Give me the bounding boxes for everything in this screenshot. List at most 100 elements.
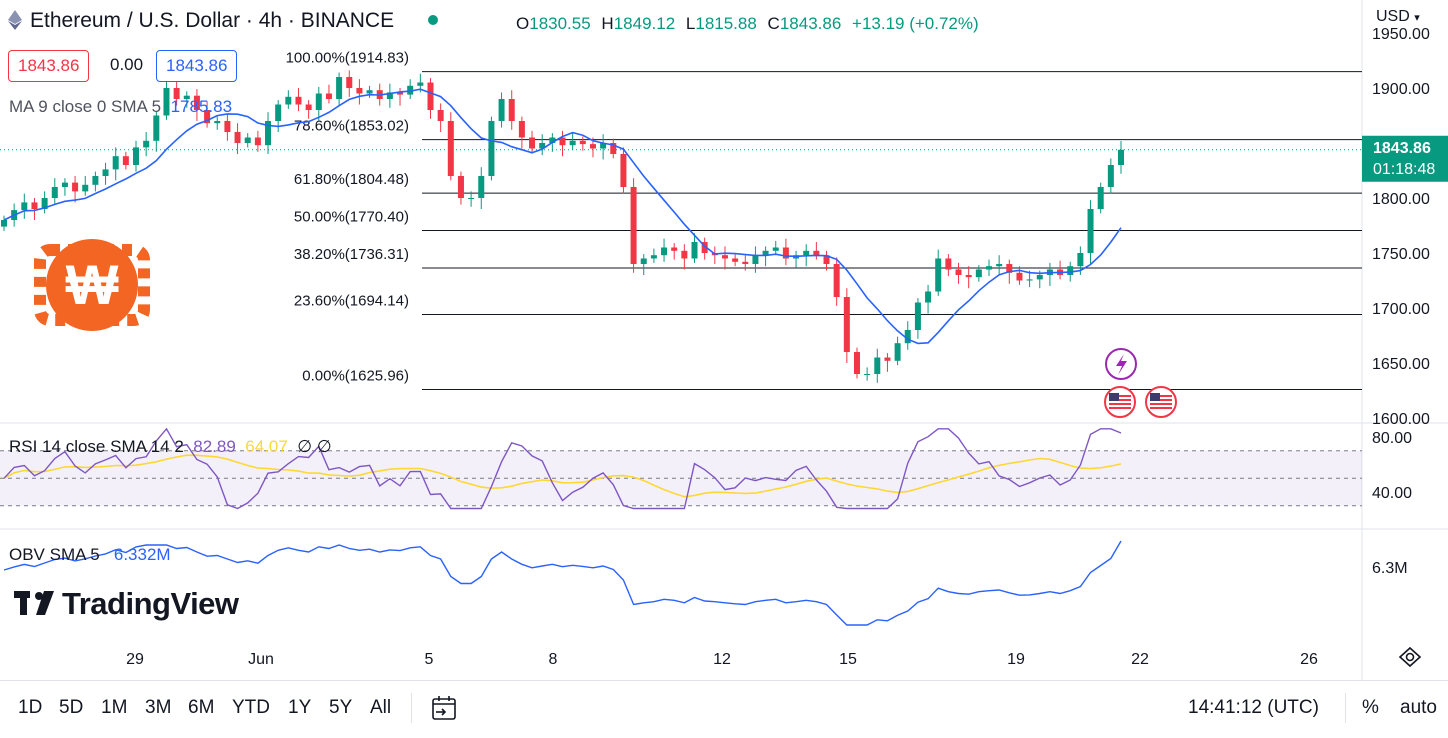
candle-body bbox=[173, 88, 180, 99]
obv-legend[interactable]: OBV SMA 5 6.332M bbox=[9, 545, 171, 564]
candle-body bbox=[975, 269, 982, 278]
candle-body bbox=[437, 110, 444, 121]
range-5y[interactable]: 5Y bbox=[329, 697, 353, 718]
candle-body bbox=[1097, 187, 1104, 209]
candle-body bbox=[407, 85, 414, 95]
candle-body bbox=[539, 143, 546, 149]
range-1y[interactable]: 1Y bbox=[288, 697, 312, 718]
candle-body bbox=[102, 169, 109, 176]
range-1m[interactable]: 1M bbox=[101, 697, 128, 718]
auto-scale-toggle[interactable]: auto bbox=[1400, 697, 1437, 718]
candle-body bbox=[874, 357, 881, 374]
buy-price-box[interactable]: 1843.86 bbox=[156, 50, 238, 82]
candle-body bbox=[945, 258, 952, 270]
candle-body bbox=[650, 255, 657, 259]
flag-stripe bbox=[1109, 399, 1131, 401]
candle-body bbox=[92, 176, 99, 185]
obv-axis-label: 6.3M bbox=[1372, 560, 1408, 577]
candle-body bbox=[254, 137, 261, 146]
flag-stripe bbox=[1109, 395, 1131, 397]
price-axis-label: 1650.00 bbox=[1372, 356, 1430, 373]
candle-body bbox=[1107, 165, 1114, 187]
range-ytd[interactable]: YTD bbox=[232, 697, 270, 718]
candle-body bbox=[305, 104, 312, 110]
percent-scale-toggle[interactable]: % bbox=[1362, 697, 1379, 718]
candle-body bbox=[122, 156, 129, 165]
candle-body bbox=[772, 247, 779, 251]
candle-body bbox=[691, 242, 698, 259]
candle-body bbox=[234, 132, 241, 143]
obv-line bbox=[3, 540, 1122, 626]
range-1d[interactable]: 1D bbox=[18, 697, 43, 718]
tradingview-logo: TradingView bbox=[14, 586, 239, 622]
goto-date-icon[interactable] bbox=[430, 694, 460, 730]
range-3m[interactable]: 3M bbox=[145, 697, 172, 718]
flag-circle bbox=[1104, 386, 1136, 418]
candle-body bbox=[833, 264, 840, 297]
rsi-legend[interactable]: RSI 14 close SMA 14 2 82.89 64.07 ∅ ∅ bbox=[9, 437, 332, 456]
range-5d[interactable]: 5D bbox=[59, 697, 84, 718]
currency-selector[interactable]: USD ▾ bbox=[1376, 8, 1420, 25]
candle-body bbox=[559, 137, 566, 146]
candle-body bbox=[193, 95, 200, 110]
candle-body bbox=[163, 88, 170, 116]
ma-legend[interactable]: MA 9 close 0 SMA 5 1785.83 bbox=[9, 97, 233, 116]
candle-body bbox=[894, 343, 901, 361]
candle-body bbox=[1077, 253, 1084, 267]
candle-body bbox=[427, 82, 434, 110]
us-flag-event-icon bbox=[1145, 386, 1177, 418]
divider bbox=[1345, 693, 1346, 723]
candle-body bbox=[935, 258, 942, 292]
candle-body bbox=[925, 291, 932, 303]
candle-body bbox=[285, 96, 292, 105]
ethereum-icon bbox=[8, 10, 22, 30]
price-axis-label: 1700.00 bbox=[1372, 301, 1430, 318]
candle-body bbox=[112, 156, 119, 170]
coin-circle bbox=[46, 239, 138, 331]
candle-body bbox=[529, 137, 536, 149]
fib-level-label: 100.00%(1914.83) bbox=[286, 50, 409, 67]
symbol-title[interactable]: Ethereum / U.S. Dollar · 4h · BINANCE bbox=[8, 9, 448, 33]
price-axis-label: 1750.00 bbox=[1372, 246, 1430, 263]
lightning-event-icon bbox=[1105, 348, 1137, 380]
candle-body bbox=[985, 266, 992, 270]
utc-clock[interactable]: 14:41:12 (UTC) bbox=[1188, 697, 1319, 718]
ohlc-readout: O1830.55 H1849.12 L1815.88 C1843.86 +13.… bbox=[516, 14, 979, 33]
settings-gear-icon bbox=[1398, 646, 1422, 668]
candle-body bbox=[1026, 279, 1033, 281]
candle-body bbox=[457, 176, 464, 198]
price-chart[interactable]: 1950.001900.001850.001800.001750.001700.… bbox=[0, 0, 1448, 680]
candle-body bbox=[1016, 272, 1023, 281]
candle-body bbox=[914, 302, 921, 330]
last-price-value: 1843.86 bbox=[1373, 140, 1431, 157]
range-6m[interactable]: 6M bbox=[188, 697, 215, 718]
flag-stripe bbox=[1150, 399, 1172, 401]
flag-canton bbox=[1109, 393, 1119, 401]
rsi-sma-line bbox=[3, 454, 1122, 498]
candle-body bbox=[620, 154, 627, 187]
candle-body bbox=[31, 202, 38, 209]
candle-body bbox=[153, 115, 160, 141]
fib-level-label: 61.80%(1804.48) bbox=[294, 171, 409, 188]
sell-price-box[interactable]: 1843.86 bbox=[8, 50, 90, 82]
candle-body bbox=[1036, 275, 1043, 280]
rsi-axis-label: 40.00 bbox=[1372, 485, 1412, 502]
candle-body bbox=[721, 255, 728, 259]
spread-value: 0.00 bbox=[110, 55, 144, 74]
flag-stripe bbox=[1109, 403, 1131, 405]
candle-body bbox=[549, 137, 556, 143]
candle-body bbox=[671, 247, 678, 251]
price-axis-label: 1900.00 bbox=[1372, 81, 1430, 98]
chevron-down-icon: ▾ bbox=[1414, 12, 1420, 24]
range-all[interactable]: All bbox=[370, 697, 392, 718]
candle-body bbox=[204, 110, 211, 124]
time-axis-label: 15 bbox=[839, 651, 857, 668]
rsi-axis-label: 80.00 bbox=[1372, 430, 1412, 447]
candle-body bbox=[315, 93, 322, 110]
candle-body bbox=[51, 187, 58, 198]
time-axis-label: 26 bbox=[1300, 651, 1318, 668]
candle-body bbox=[336, 77, 343, 99]
gear-shape bbox=[1398, 646, 1422, 668]
candle-body bbox=[600, 143, 607, 149]
candle-body bbox=[61, 182, 68, 187]
